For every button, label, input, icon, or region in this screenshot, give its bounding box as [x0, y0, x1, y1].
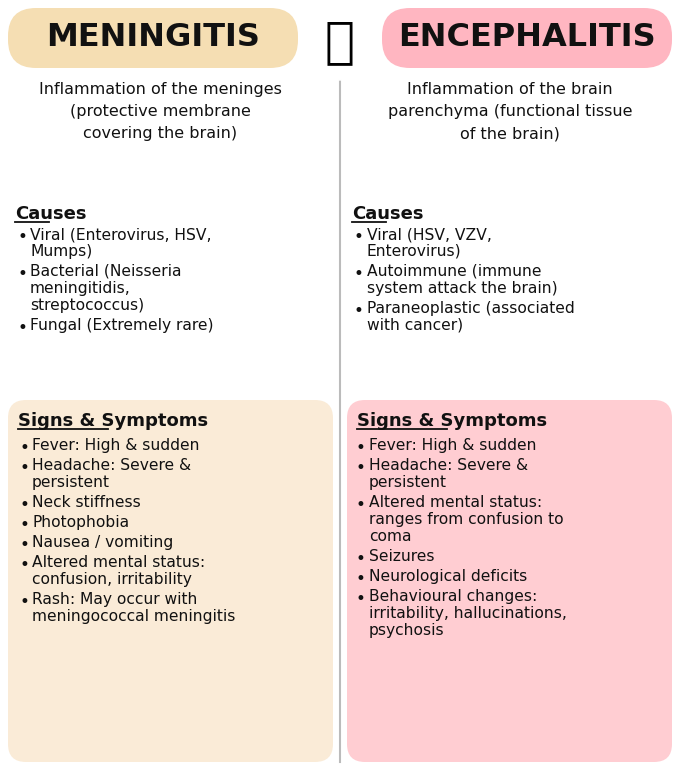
Text: persistent: persistent — [369, 475, 447, 490]
Text: Causes: Causes — [15, 205, 86, 223]
Text: Behavioural changes:: Behavioural changes: — [369, 589, 537, 604]
Text: Inflammation of the brain
parenchyma (functional tissue
of the brain): Inflammation of the brain parenchyma (fu… — [388, 82, 632, 141]
Text: Headache: Severe &: Headache: Severe & — [32, 458, 191, 473]
Text: Paraneoplastic (associated: Paraneoplastic (associated — [367, 301, 575, 316]
Text: Enterovirus): Enterovirus) — [367, 244, 462, 259]
Text: •: • — [354, 302, 364, 320]
Text: Nausea / vomiting: Nausea / vomiting — [32, 535, 173, 550]
Text: Neck stiffness: Neck stiffness — [32, 495, 141, 510]
Text: Altered mental status:: Altered mental status: — [32, 555, 205, 570]
Text: Signs & Symptoms: Signs & Symptoms — [357, 412, 547, 430]
Text: MENINGITIS: MENINGITIS — [46, 22, 260, 54]
Text: Fungal (Extremely rare): Fungal (Extremely rare) — [30, 318, 214, 333]
Text: Neurological deficits: Neurological deficits — [369, 569, 527, 584]
Text: Signs & Symptoms: Signs & Symptoms — [18, 412, 208, 430]
Text: Autoimmune (immune: Autoimmune (immune — [367, 264, 541, 279]
Text: Rash: May occur with: Rash: May occur with — [32, 592, 197, 607]
Text: •: • — [356, 570, 366, 588]
Text: Inflammation of the meninges
(protective membrane
covering the brain): Inflammation of the meninges (protective… — [39, 82, 282, 141]
FancyBboxPatch shape — [8, 8, 298, 68]
Text: persistent: persistent — [32, 475, 110, 490]
Text: meningococcal meningitis: meningococcal meningitis — [32, 609, 235, 624]
Text: irritability, hallucinations,: irritability, hallucinations, — [369, 606, 567, 621]
Text: •: • — [356, 550, 366, 568]
Text: •: • — [356, 439, 366, 457]
Text: Altered mental status:: Altered mental status: — [369, 495, 542, 510]
Text: •: • — [356, 459, 366, 477]
Text: Viral (Enterovirus, HSV,: Viral (Enterovirus, HSV, — [30, 227, 211, 242]
Text: •: • — [19, 439, 29, 457]
Circle shape — [302, 4, 378, 80]
Text: •: • — [356, 590, 366, 608]
Text: •: • — [19, 459, 29, 477]
Text: •: • — [17, 228, 27, 246]
Text: Viral (HSV, VZV,: Viral (HSV, VZV, — [367, 227, 492, 242]
Text: system attack the brain): system attack the brain) — [367, 281, 558, 296]
Text: •: • — [356, 496, 366, 514]
Text: Causes: Causes — [352, 205, 424, 223]
FancyBboxPatch shape — [382, 8, 672, 68]
Text: Headache: Severe &: Headache: Severe & — [369, 458, 528, 473]
Text: confusion, irritability: confusion, irritability — [32, 572, 192, 587]
Text: coma: coma — [369, 529, 411, 544]
Text: Seizures: Seizures — [369, 549, 435, 564]
Text: •: • — [19, 536, 29, 554]
Text: 🧠: 🧠 — [325, 18, 355, 66]
Text: Fever: High & sudden: Fever: High & sudden — [369, 438, 537, 453]
Text: Photophobia: Photophobia — [32, 515, 129, 530]
Text: •: • — [19, 516, 29, 534]
Text: Mumps): Mumps) — [30, 244, 92, 259]
Text: psychosis: psychosis — [369, 623, 445, 638]
FancyBboxPatch shape — [8, 400, 333, 762]
Text: •: • — [354, 265, 364, 283]
Text: ranges from confusion to: ranges from confusion to — [369, 512, 564, 527]
FancyBboxPatch shape — [347, 400, 672, 762]
Text: •: • — [354, 228, 364, 246]
Text: •: • — [19, 496, 29, 514]
Text: Fever: High & sudden: Fever: High & sudden — [32, 438, 199, 453]
Text: •: • — [19, 556, 29, 574]
Text: •: • — [17, 265, 27, 283]
Text: Bacterial (Neisseria: Bacterial (Neisseria — [30, 264, 182, 279]
Text: streptococcus): streptococcus) — [30, 298, 144, 313]
Text: with cancer): with cancer) — [367, 318, 463, 333]
Text: •: • — [17, 319, 27, 337]
Text: meningitidis,: meningitidis, — [30, 281, 131, 296]
Text: ENCEPHALITIS: ENCEPHALITIS — [398, 22, 656, 54]
Text: •: • — [19, 593, 29, 611]
